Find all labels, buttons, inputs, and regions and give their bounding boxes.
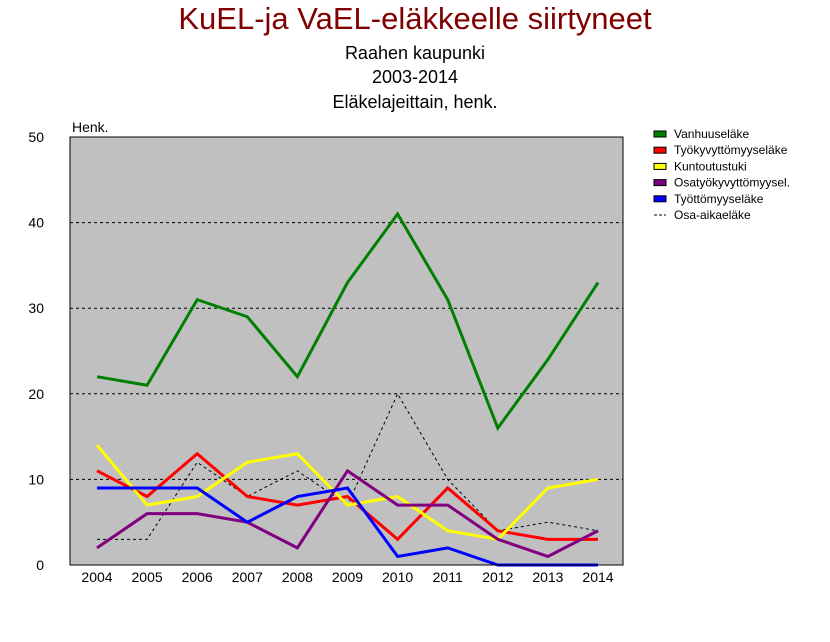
chart-subtitle-description: Eläkelajeittain, henk. [332,92,498,112]
series-line-3 [96,468,599,559]
y-tick-label: 40 [28,215,44,231]
series-line-0 [96,211,600,432]
plot-area [69,136,624,566]
legend-swatch [653,146,667,154]
legend-swatch [653,195,667,203]
series-line-1 [96,451,598,542]
legend-swatch [653,179,667,187]
legend-label: Vanhuuseläke [674,127,749,141]
x-tick-label: 2011 [433,569,463,585]
x-tick-label: 2013 [532,569,563,585]
y-tick-label: 30 [28,300,44,316]
legend-swatch [653,162,667,170]
x-tick-label: 2008 [282,569,313,585]
legend-label: Työkyvyttömyyseläke [674,143,788,157]
x-tick-label: 2004 [81,569,112,585]
chart-subtitle-city: Raahen kaupunki [344,43,486,63]
x-tick-label: 2014 [582,569,613,585]
x-tick-label: 2009 [332,569,363,585]
chart-title: KuEL-ja VaEL-eläkkeelle siirtyneet [178,1,652,36]
legend-swatch [653,130,667,138]
chart-subtitle-years: 2003-2014 [371,67,459,87]
plot-frame [69,136,624,566]
legend-label: Osa-aikaeläke [674,208,751,222]
y-tick-label: 20 [28,386,44,402]
legend-label: Osatyökyvyttömyysel. [674,176,790,190]
x-tick-label: 2012 [482,569,513,585]
x-tick-label: 2005 [132,569,163,585]
y-tick-label: 10 [28,471,44,487]
x-tick-label: 2010 [382,569,413,585]
legend-label: Kuntoutustuki [674,159,747,173]
series-line-2 [95,444,599,541]
y-tick-label: 0 [36,557,44,573]
x-tick-label: 2007 [232,569,263,585]
y-axis-label: Henk. [72,119,109,135]
legend-label: Työttömyyseläke [674,192,764,206]
y-tick-label: 50 [28,129,44,145]
x-tick-label: 2006 [182,569,213,585]
